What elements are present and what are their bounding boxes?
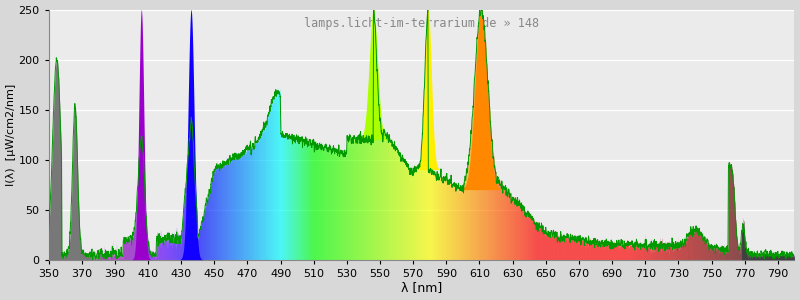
X-axis label: λ [nm]: λ [nm] <box>401 281 442 294</box>
Text: lamps.licht-im-terrarium.de » 148: lamps.licht-im-terrarium.de » 148 <box>304 17 539 30</box>
Y-axis label: I(λ)  [µW/cm2∕nm]: I(λ) [µW/cm2∕nm] <box>6 83 15 186</box>
